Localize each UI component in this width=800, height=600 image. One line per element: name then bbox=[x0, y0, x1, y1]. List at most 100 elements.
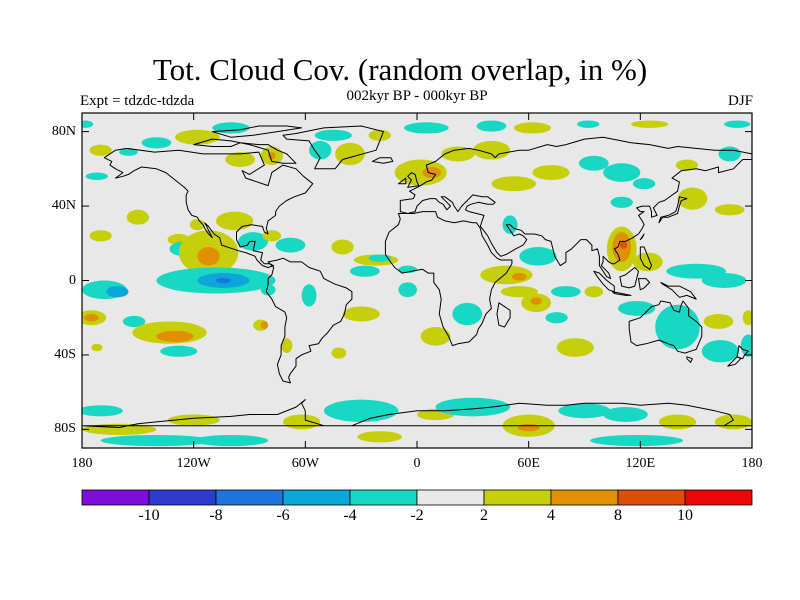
colorbar-label: 10 bbox=[677, 507, 693, 524]
x-tick-label: 180 bbox=[741, 456, 763, 471]
colorbar-label: 2 bbox=[480, 507, 488, 524]
anomaly-contour-neg2 bbox=[578, 155, 609, 171]
colorbar-swatch bbox=[617, 489, 686, 506]
coastline bbox=[658, 196, 688, 224]
anomaly-contour-neg2 bbox=[435, 397, 511, 417]
anomaly-contour-pos2 bbox=[89, 230, 112, 242]
colorbar-swatch bbox=[215, 489, 284, 506]
anomaly-contour-pos2 bbox=[513, 122, 552, 134]
colorbar-swatch bbox=[282, 489, 351, 506]
anomaly-contour-pos2 bbox=[584, 286, 604, 298]
anomaly-contour-neg2 bbox=[141, 137, 172, 149]
anomaly-contour-pos2 bbox=[394, 159, 447, 186]
anomaly-contour-neg2 bbox=[82, 120, 94, 128]
x-tick-label: 120E bbox=[625, 456, 656, 471]
anomaly-contour-neg2 bbox=[632, 178, 656, 190]
colorbar-label: -2 bbox=[410, 507, 424, 524]
coastline bbox=[103, 147, 314, 268]
anomaly-contour-pos4 bbox=[511, 273, 527, 281]
colorbar-swatch bbox=[416, 489, 485, 506]
anomaly-contour-neg4 bbox=[106, 286, 129, 298]
anomaly-contour-neg2 bbox=[122, 315, 146, 328]
x-tick-label: 60E bbox=[517, 456, 540, 471]
anomaly-contour-neg2 bbox=[85, 172, 109, 180]
colorbar-swatch bbox=[349, 489, 418, 506]
anomaly-contour-pos2 bbox=[175, 129, 220, 145]
anomaly-contour-neg2 bbox=[403, 122, 449, 134]
anomaly-contour-neg2 bbox=[119, 148, 138, 156]
anomaly-contour-pos2 bbox=[368, 129, 391, 141]
coastline bbox=[496, 302, 511, 328]
anomaly-contour-neg2 bbox=[160, 345, 198, 357]
anomaly-contour-pos4 bbox=[156, 330, 194, 342]
anomaly-contour-neg2 bbox=[350, 265, 380, 277]
anomaly-contour-neg2 bbox=[323, 399, 399, 422]
anomaly-contour-neg2 bbox=[701, 340, 739, 363]
anomaly-contour-pos2 bbox=[532, 165, 570, 180]
colorbar-label: 8 bbox=[614, 507, 622, 524]
anomaly-contour-pos2 bbox=[675, 159, 699, 171]
anomaly-contour-neg2 bbox=[309, 140, 332, 160]
coastline bbox=[397, 177, 407, 185]
anomaly-contour-pos2 bbox=[703, 314, 734, 329]
colorbar-label: -10 bbox=[138, 507, 160, 524]
anomaly-contour-neg2 bbox=[82, 405, 123, 417]
coastline bbox=[193, 138, 297, 164]
coastline bbox=[211, 125, 303, 138]
colorbar-swatch bbox=[81, 489, 150, 506]
anomaly-contour-neg2 bbox=[452, 302, 483, 326]
coastline bbox=[727, 356, 742, 367]
anomaly-contour-neg2 bbox=[603, 163, 641, 182]
colorbar-swatch bbox=[148, 489, 217, 506]
anomaly-contour-neg2 bbox=[100, 434, 213, 447]
anomaly-contour-pos8 bbox=[619, 241, 628, 249]
coastline bbox=[265, 257, 353, 384]
x-tick-label: 180 bbox=[71, 456, 93, 471]
anomaly-contour-pos2 bbox=[89, 144, 112, 156]
anomaly-contour-neg2 bbox=[519, 246, 557, 266]
coastline bbox=[619, 267, 639, 289]
anomaly-contour-neg2 bbox=[368, 254, 391, 262]
map-subtitle: 002kyr BP - 000kyr BP bbox=[346, 88, 488, 104]
anomaly-contour-pos4 bbox=[530, 297, 542, 305]
anomaly-contour-pos2 bbox=[281, 338, 293, 354]
anomaly-contour-pos4 bbox=[260, 321, 269, 329]
coastline bbox=[628, 300, 703, 354]
anomaly-contour-pos2 bbox=[126, 209, 149, 225]
anomaly-contour-neg2 bbox=[545, 312, 568, 324]
anomaly-contour-neg6 bbox=[216, 277, 231, 284]
coastline bbox=[282, 125, 384, 170]
map-title: Tot. Cloud Cov. (random overlap, in %) bbox=[152, 52, 648, 87]
colorbar-label: 4 bbox=[547, 507, 555, 524]
x-tick-label: 60W bbox=[291, 456, 319, 471]
y-tick-label: 0 bbox=[69, 272, 76, 288]
anomaly-contour-pos2 bbox=[335, 142, 365, 166]
x-tick-label: 0 bbox=[413, 456, 421, 471]
anomaly-contour-pos2 bbox=[472, 140, 511, 160]
colorbar-swatch bbox=[483, 489, 552, 506]
coastline bbox=[407, 172, 420, 188]
colorbar-label: -6 bbox=[276, 507, 290, 524]
anomaly-contour-neg2 bbox=[193, 434, 269, 447]
anomaly-contour-neg2 bbox=[314, 129, 352, 141]
anomaly-contour-neg2 bbox=[577, 120, 600, 128]
coastline bbox=[611, 291, 632, 296]
anomaly-contour-pos2 bbox=[677, 187, 708, 210]
anomaly-contour-pos2 bbox=[357, 431, 403, 443]
anomaly-contour-pos2 bbox=[714, 204, 745, 216]
coastline bbox=[639, 246, 652, 270]
colorbar-swatch bbox=[550, 489, 619, 506]
x-tick-label: 120W bbox=[176, 456, 211, 471]
anomaly-contour-neg2 bbox=[603, 407, 648, 422]
y-tick-label: 40S bbox=[54, 346, 76, 362]
anomaly-contour-pos2 bbox=[491, 176, 537, 192]
anomaly-contour-pos2 bbox=[91, 343, 103, 352]
anomaly-contour-neg2 bbox=[610, 196, 633, 208]
colorbar-label: -8 bbox=[209, 507, 223, 524]
anomaly-contour-neg2 bbox=[398, 282, 418, 298]
anomaly-contour-neg2 bbox=[558, 403, 611, 419]
anomaly-contour-pos2 bbox=[331, 347, 347, 359]
anomaly-contour-pos2 bbox=[500, 286, 538, 298]
anomaly-contour-pos2 bbox=[420, 327, 451, 346]
